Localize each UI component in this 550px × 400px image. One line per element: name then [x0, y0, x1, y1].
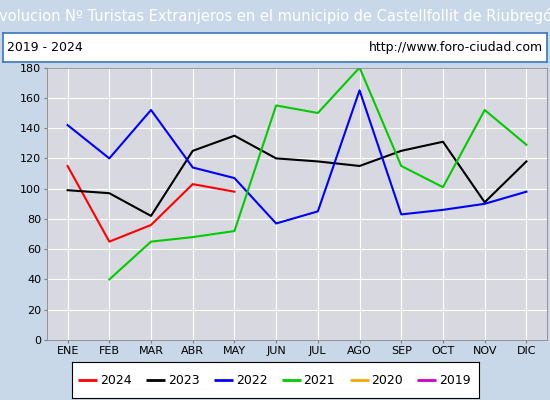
Text: 2024: 2024 — [100, 374, 131, 386]
Text: http://www.foro-ciudad.com: http://www.foro-ciudad.com — [368, 41, 543, 54]
Text: 2021: 2021 — [304, 374, 335, 386]
Text: 2020: 2020 — [371, 374, 403, 386]
Text: 2019: 2019 — [439, 374, 471, 386]
Text: 2019 - 2024: 2019 - 2024 — [7, 41, 83, 54]
Text: Evolucion Nº Turistas Extranjeros en el municipio de Castellfollit de Riubregós: Evolucion Nº Turistas Extranjeros en el … — [0, 8, 550, 24]
Text: 2023: 2023 — [168, 374, 200, 386]
Text: 2022: 2022 — [235, 374, 267, 386]
